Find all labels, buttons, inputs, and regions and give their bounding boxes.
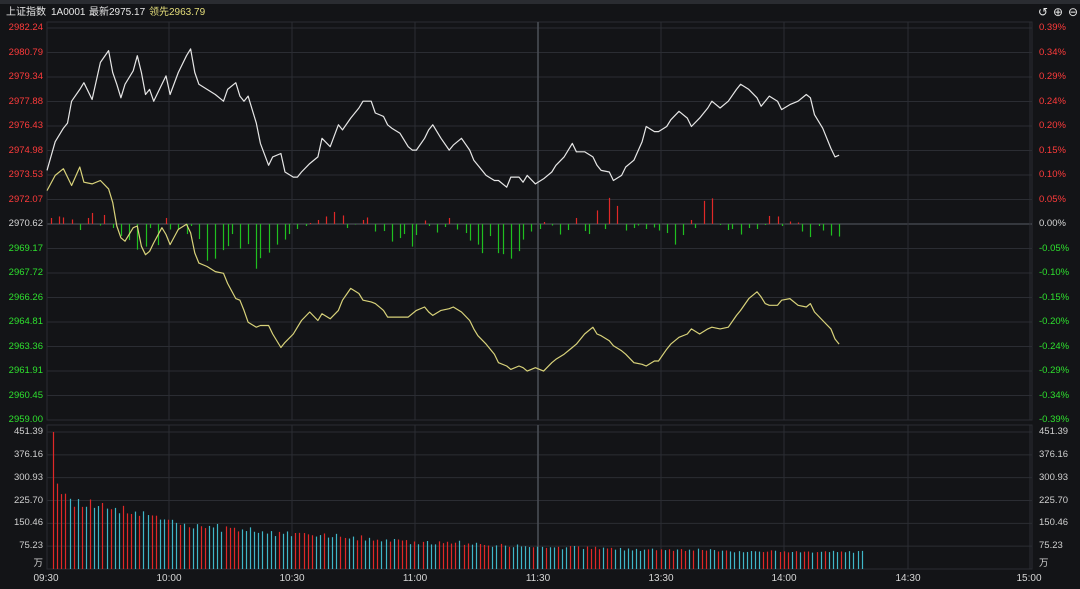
volume-axis-label: 150.46 bbox=[13, 517, 43, 529]
time-axis-label: 15:00 bbox=[1016, 573, 1042, 584]
price-axis-label: 2969.17 bbox=[8, 242, 43, 254]
price-axis-label: 2977.88 bbox=[8, 95, 43, 107]
price-panel-frame bbox=[46, 21, 1033, 421]
percent-axis-label: 0.00% bbox=[1039, 218, 1066, 229]
percent-axis-label: 0.24% bbox=[1039, 95, 1066, 107]
price-axis-label: 2961.91 bbox=[8, 365, 43, 376]
plus-circle-icon[interactable]: ⊕ bbox=[1052, 5, 1064, 19]
volume-unit-label: 万 bbox=[33, 558, 43, 569]
minus-circle-icon[interactable]: ⊖ bbox=[1067, 5, 1079, 19]
latest-price-line bbox=[46, 48, 840, 188]
volume-axis-label: 150.46 bbox=[1039, 517, 1069, 529]
price-axis-label: 2963.36 bbox=[8, 340, 43, 352]
volume-panel-frame bbox=[46, 424, 1033, 570]
percent-axis-label: 0.10% bbox=[1039, 169, 1066, 180]
percent-axis-label: 0.39% bbox=[1039, 22, 1066, 33]
leader-line bbox=[46, 166, 840, 372]
price-axis-label: 2980.79 bbox=[8, 46, 43, 58]
volume-axis-label: 75.23 bbox=[19, 540, 43, 552]
time-axis-label: 11:00 bbox=[402, 573, 428, 584]
percent-axis-label: 0.34% bbox=[1039, 46, 1066, 58]
index-name: 上证指数 bbox=[6, 7, 46, 18]
time-axis-label: 10:00 bbox=[156, 573, 182, 584]
percent-axis-label: -0.15% bbox=[1039, 291, 1070, 303]
undo-icon[interactable]: ↺ bbox=[1037, 5, 1049, 19]
price-axis-label: 2967.72 bbox=[8, 267, 43, 278]
price-axis-label: 2964.81 bbox=[8, 316, 43, 327]
index-code: 1A0001 bbox=[51, 7, 86, 18]
price-axis-label: 2970.62 bbox=[8, 218, 43, 229]
latest-price-label: 最新2975.17 bbox=[89, 7, 146, 18]
percent-axis-label: 0.15% bbox=[1039, 144, 1066, 156]
percent-axis-label: -0.29% bbox=[1039, 365, 1070, 376]
volume-axis-label: 300.93 bbox=[1039, 471, 1069, 483]
volume-axis-label: 300.93 bbox=[13, 471, 43, 483]
percent-axis-label: -0.10% bbox=[1039, 267, 1070, 278]
price-axis-label: 2966.26 bbox=[8, 291, 43, 303]
volume-axis-label: 376.16 bbox=[1039, 448, 1069, 460]
time-axis-label: 13:30 bbox=[648, 573, 674, 584]
volume-axis-label: 225.70 bbox=[13, 494, 43, 506]
price-axis-label: 2982.24 bbox=[8, 22, 43, 33]
price-axis-label: 2974.98 bbox=[8, 144, 43, 156]
percent-axis-label: -0.05% bbox=[1039, 242, 1070, 254]
volume-axis-label: 75.23 bbox=[1039, 540, 1063, 552]
time-axis-label: 11:30 bbox=[525, 573, 551, 584]
percent-axis-label: -0.39% bbox=[1039, 414, 1070, 425]
percent-axis-label: -0.34% bbox=[1039, 389, 1070, 401]
volume-axis-label: 451.39 bbox=[1039, 426, 1069, 437]
top-toolbar-strip bbox=[0, 0, 1080, 4]
volume-axis-label: 451.39 bbox=[13, 426, 43, 437]
time-axis-label: 09:30 bbox=[33, 573, 59, 584]
price-axis-label: 2979.34 bbox=[8, 71, 43, 82]
chart-info-bar: 上证指数 1A0001 最新2975.17 领先2963.79 bbox=[0, 4, 1080, 22]
price-axis-label: 2972.07 bbox=[8, 193, 43, 205]
price-axis-label: 2959.00 bbox=[8, 414, 43, 425]
volume-axis-label: 225.70 bbox=[1039, 494, 1069, 506]
percent-axis-label: 0.29% bbox=[1039, 71, 1066, 82]
time-axis-label: 10:30 bbox=[279, 573, 305, 584]
volume-axis-label: 376.16 bbox=[13, 448, 43, 460]
leader-price-label: 领先2963.79 bbox=[149, 7, 206, 18]
volume-unit-label: 万 bbox=[1039, 558, 1049, 569]
percent-axis-label: -0.24% bbox=[1039, 340, 1070, 352]
price-axis-label: 2973.53 bbox=[8, 169, 43, 180]
percent-axis-label: 0.20% bbox=[1039, 120, 1066, 131]
price-axis-label: 2960.45 bbox=[8, 389, 43, 401]
percent-axis-label: 0.05% bbox=[1039, 193, 1066, 205]
price-axis-label: 2976.43 bbox=[8, 120, 43, 131]
time-axis-label: 14:30 bbox=[895, 573, 921, 584]
percent-axis-label: -0.20% bbox=[1039, 316, 1070, 327]
time-axis-label: 14:00 bbox=[771, 573, 797, 584]
